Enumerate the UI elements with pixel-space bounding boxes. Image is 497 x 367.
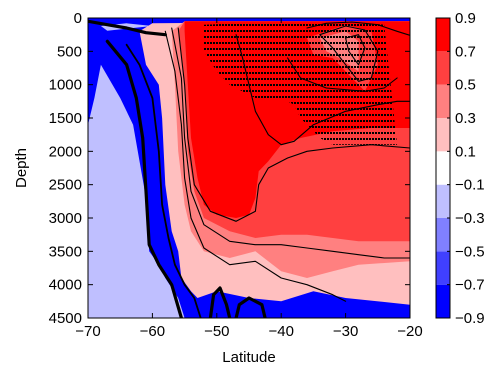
contour-line-7 [177,27,410,222]
contour-line-1 [105,39,183,318]
y-tick-label: 2000 [49,143,82,160]
heatmap-plot-area [88,18,410,318]
colorbar-segment [436,18,450,52]
colorbar-tick-label: −0.7 [455,277,485,294]
contour-line-0 [88,19,167,37]
contour-line-10 [287,57,398,92]
x-tick-label: −20 [397,323,422,340]
y-tick-label: 3500 [49,243,82,260]
colorbar-segment [436,51,450,85]
colorbar-segment [436,284,450,318]
colorbar-segment [436,184,450,218]
y-tick-label: 1500 [49,110,82,127]
colorbar-tick-label: 0.3 [455,110,476,127]
x-tick-label: −30 [333,323,358,340]
contour-line-3 [234,296,267,318]
region-1 [88,64,185,318]
x-tick-label: −40 [268,323,293,340]
colorbar-tick-label: −0.3 [455,210,485,227]
y-tick-label: 4000 [49,277,82,294]
colorbar-tick-label: −0.9 [455,310,485,327]
colorbar-segment [436,251,450,285]
y-axis-label: Depth [13,148,30,188]
colorbar-segment [436,151,450,185]
colorbar-tick-label: 0.9 [455,10,476,27]
colorbar-frame [435,17,451,319]
colorbar-segment [436,218,450,252]
plot-frame [87,17,411,319]
contour-line-6 [171,27,410,259]
colorbar-tick-label: −0.1 [455,177,485,194]
y-tick-label: 2500 [49,177,82,194]
colorbar-tick-label: 0.1 [455,143,476,160]
contour-line-5 [164,30,347,302]
y-tick-label: 500 [57,43,82,60]
y-tick-label: 1000 [49,77,82,94]
contour-line-12 [345,34,366,66]
x-axis-label: Latitude [222,349,275,366]
contour-line-9 [306,21,410,36]
contour-line-11 [319,25,379,82]
x-tick-label: −50 [204,323,229,340]
contour-lines [88,19,410,318]
contour-line-8 [235,34,410,146]
colorbar-segment [436,118,450,152]
y-tick-label: 3000 [49,210,82,227]
colorbar-tick-label: 0.7 [455,43,476,60]
colorbar: −0.9 −0.7 −0.5 −0.3 −0.1 0.1 0.3 0.5 0.7 0.9 [435,10,485,327]
y-tick-label: 4500 [49,310,82,327]
x-tick-label: −60 [140,323,165,340]
colorbar-tick-label: 0.5 [455,77,476,94]
x-tick-label: −70 [75,323,100,340]
y-tick-label: 0 [74,10,82,27]
x-axis: −70 −60 −50 −40 −30 −20 [75,18,423,340]
contour-line-2 [208,286,232,318]
contour-line-4 [125,43,202,318]
y-axis: 0 500 1000 1500 2000 2500 3000 3500 4000 4500 [49,10,410,327]
colorbar-segment [436,84,450,118]
colorbar-tick-label: −0.5 [455,243,485,260]
